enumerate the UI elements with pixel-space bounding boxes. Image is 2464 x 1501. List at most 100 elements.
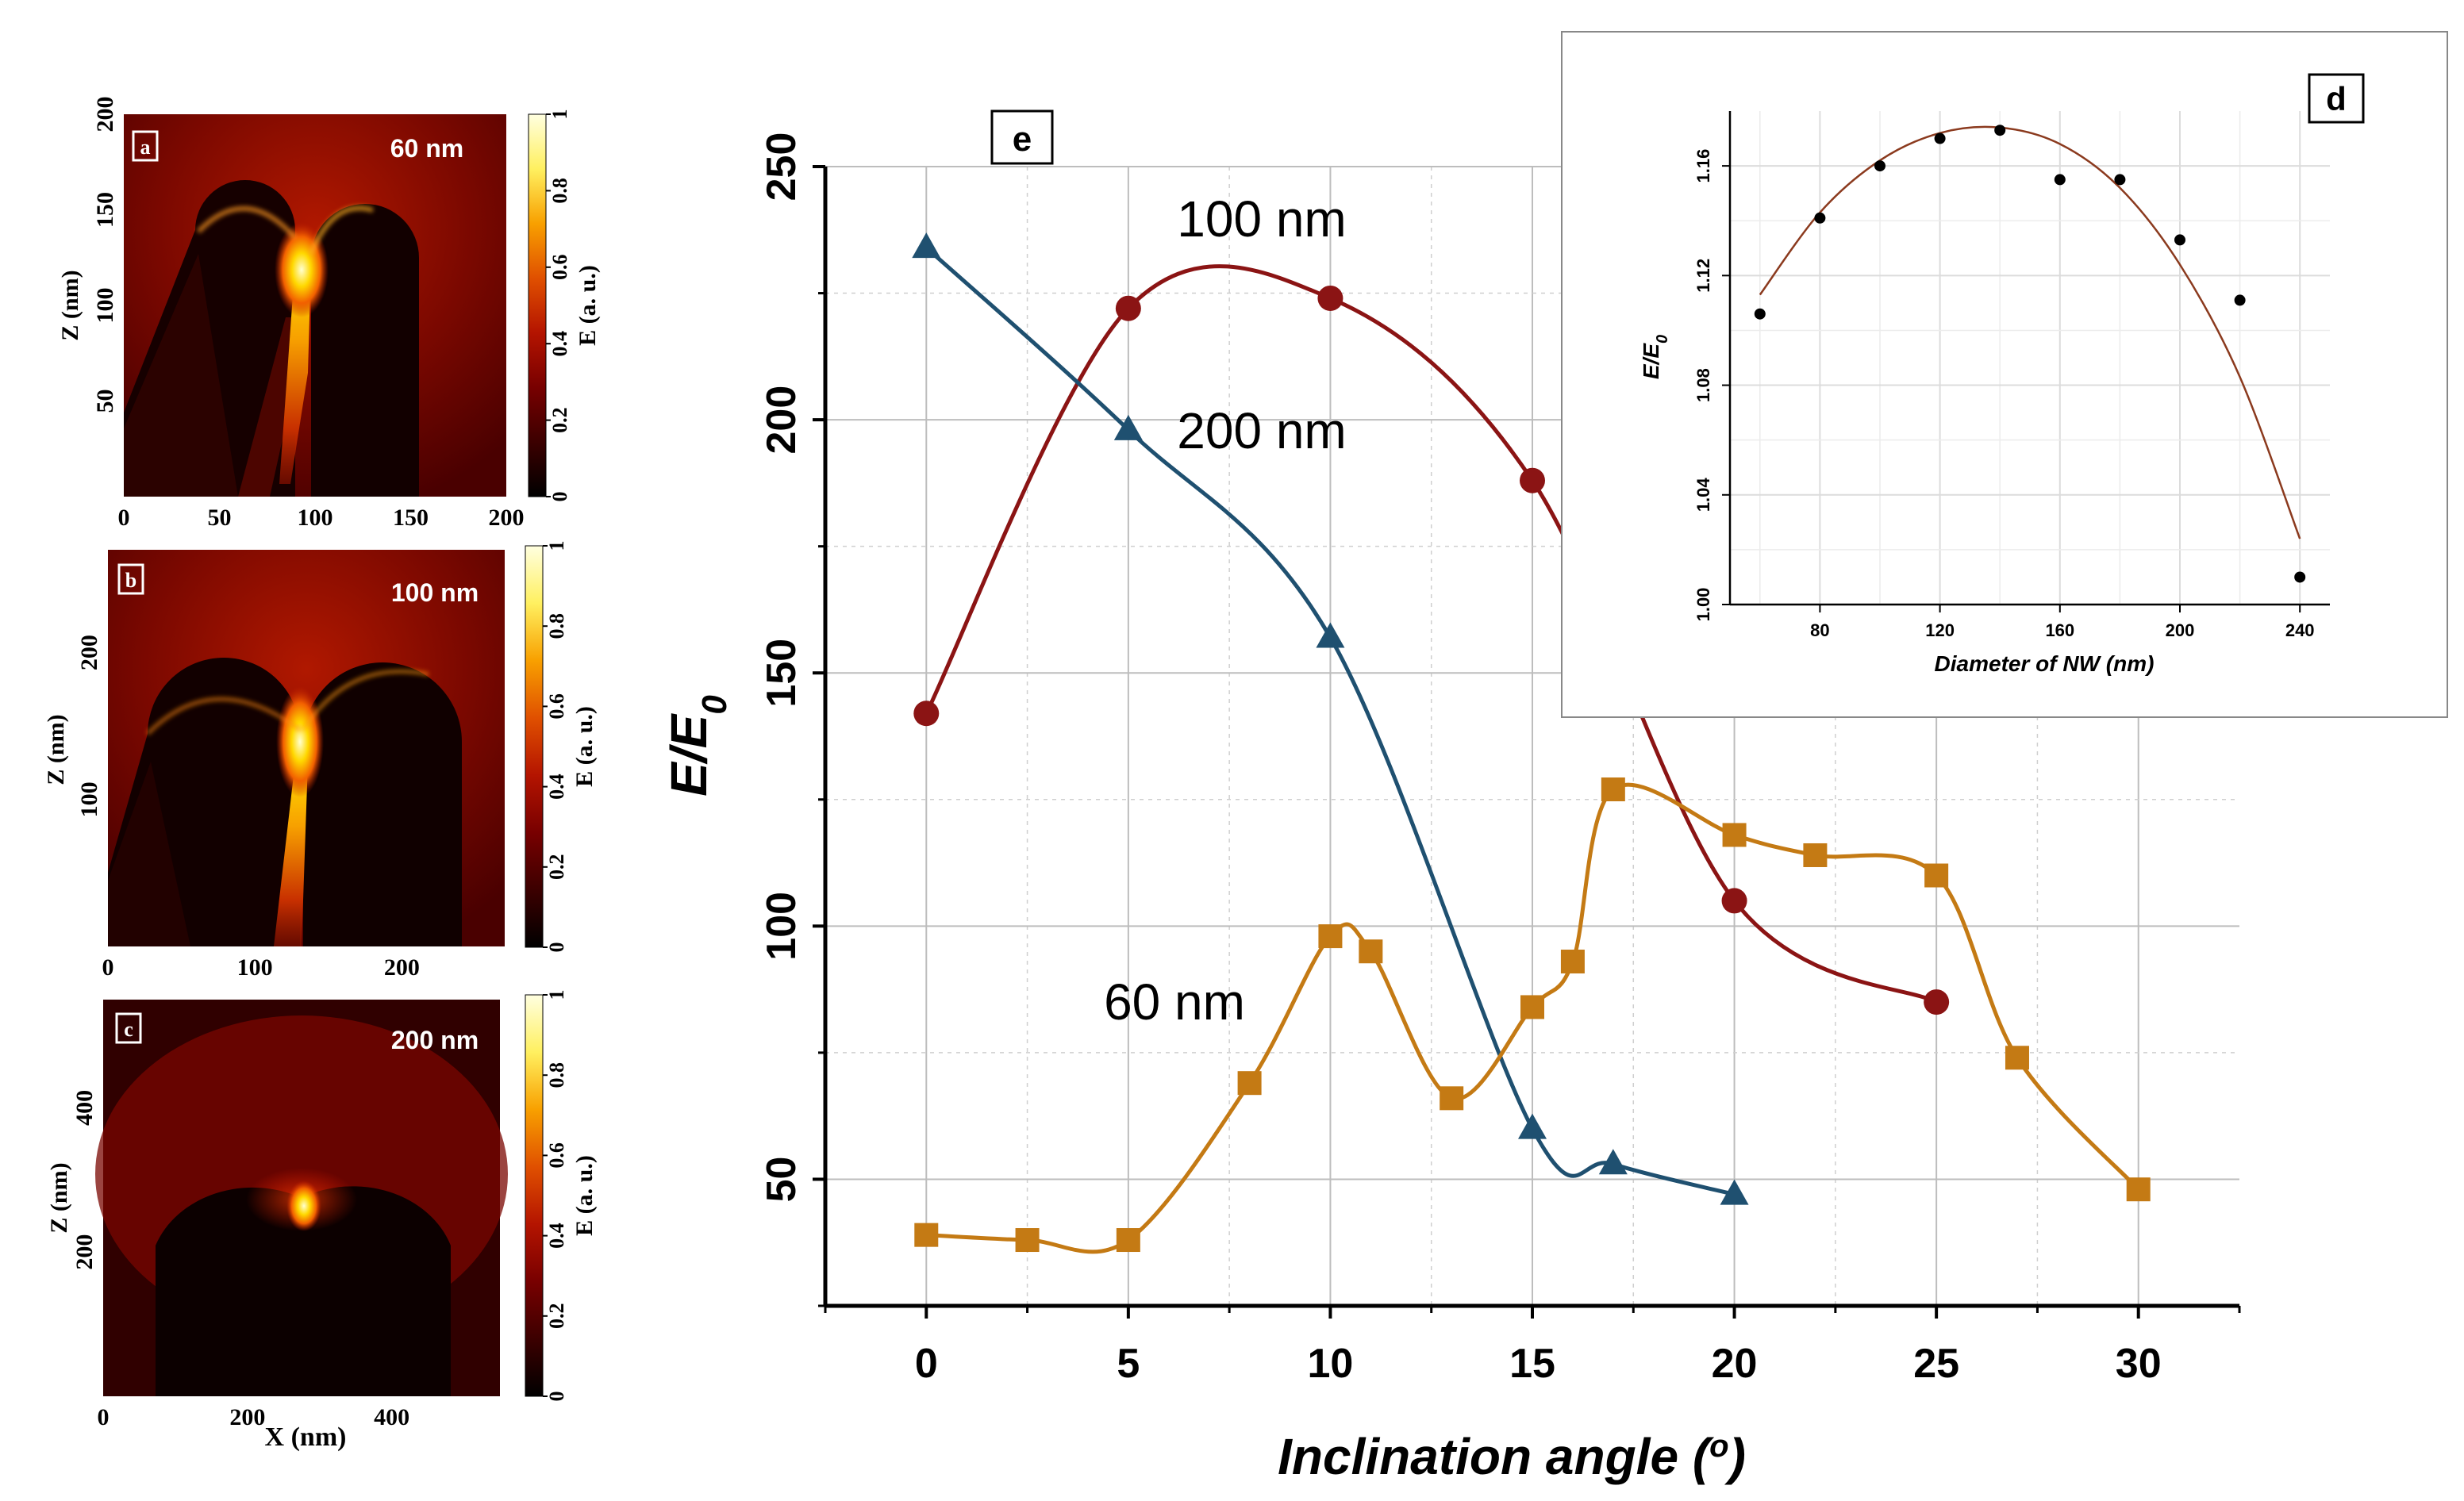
y-tick-label: 200 [759,386,805,455]
y-tick-label: 1.16 [1693,149,1713,183]
data-point [1113,414,1143,440]
data-point [1722,823,1747,847]
data-point [2174,234,2185,246]
data-point [1720,1179,1749,1205]
x-tick-label: 200 [384,954,420,981]
series-group [912,232,2151,1254]
data-point [1015,1228,1040,1253]
data-point [1237,1071,1262,1096]
colorbar-tick-label: 0 [545,1392,568,1402]
x-tick-labels: 0 50 100 150 200 [118,505,525,531]
panel-label-box [117,563,144,595]
x-tick-label: 10 [1308,1341,1354,1387]
data-point [1316,622,1345,648]
y-tick-label: 1.04 [1693,478,1713,512]
colorbar-tick-label: 0.6 [548,255,571,281]
z-tick-label: 200 [92,97,118,132]
data-point [1994,125,2006,136]
data-point [1934,132,1946,144]
y-tick-label: 1.12 [1693,259,1713,293]
x-tick-label: 240 [2285,620,2315,640]
colorbar-tick-label: 1 [548,109,571,120]
series-60nm [914,777,2151,1254]
z-tick-label: 200 [71,1234,98,1270]
colorbar-tick-label: 0.4 [545,1223,568,1249]
x-tick-label: 0 [102,954,114,981]
axes [1728,111,2330,606]
y-tick-label: 1.00 [1693,588,1713,622]
panel-label: a [140,136,151,159]
colorbar-tick-label: 0.8 [545,613,568,639]
data-point [1601,777,1625,802]
x-tick-label: 400 [374,1404,409,1430]
x-tick-label: 200 [229,1404,265,1430]
colorbar-gradient [525,994,544,1397]
panel-label: d [2326,80,2347,117]
diameter-inset-chart: 80 120 160 200 240 1.00 1.04 1.08 1.12 1.16 Diame… [1561,31,2448,718]
x-tick-label: 5 [1117,1341,1140,1387]
x-tick-label: 100 [237,954,273,981]
data-point [2005,1046,2029,1070]
y-axis-label: E/E0 [660,695,734,797]
panel-label-box [132,130,159,162]
data-point [1803,843,1828,867]
data-point [1520,467,1545,493]
z-tick-label: 400 [71,1090,98,1126]
z-tick-labels: 100 200 [76,635,102,817]
panel-label: c [124,1018,133,1041]
data-point [1874,160,1885,172]
y-tick-label: 250 [759,132,805,202]
x-tick-label: 200 [489,505,525,531]
z-tick-label: 50 [92,390,118,413]
inclination-angle-chart: 0 5 10 15 20 25 30 50 100 150 200 250 Inclination a… [660,109,2241,1485]
y-tick-label: 100 [759,892,805,961]
y-tick-label: 150 [759,639,805,708]
colorbar-tick-label: 0.6 [545,1142,568,1169]
z-tick-label: 100 [92,288,118,324]
colorbar-tick-label: 0 [548,492,571,502]
tick-labels: 0 5 10 15 20 25 30 50 100 150 200 250 [759,132,2241,1387]
y-axis-label: E/E0 [1639,335,1671,379]
x-tick-labels: 0 100 200 [102,954,420,981]
data-point [1754,308,1766,320]
data-point [1924,863,1949,888]
colorbar-tick-label: 0.8 [545,1062,568,1088]
data-point [913,701,940,727]
x-tick-label: 0 [915,1341,938,1387]
colorbar-gradient [525,545,544,948]
data-point [1814,212,1826,224]
z-axis-label: Z (nm) [46,1162,72,1233]
colorbar-tick-label: 0.4 [548,331,571,357]
series-label-100nm: 100 nm [1177,190,1346,248]
colorbar: 0 0.2 0.4 0.6 0.8 1 E (a. u.) [525,990,598,1402]
data-point [1721,888,1747,914]
data-point [2234,294,2246,306]
z-tick-label: 100 [76,781,102,817]
colorbar-tick-label: 0.2 [548,407,571,433]
data-point [1116,1228,1140,1253]
data-point [2294,571,2306,583]
series-100nm [913,264,1950,1015]
field-map-image [95,1000,508,1396]
colorbar-label: E (a. u.) [575,265,601,346]
data-point [1924,989,1950,1015]
panel-label-box [115,1012,142,1044]
x-tick-label: 20 [1712,1341,1758,1387]
data-point [2126,1177,2151,1202]
data-point [1318,924,1343,949]
series-label-60nm: 60 nm [1104,973,1245,1031]
panel-label-box [990,109,1054,165]
series-200nm [912,232,1749,1205]
series-label-200nm: 200 nm [1177,402,1346,459]
panel-label: b [125,569,136,592]
x-axis-label: Diameter of NW (nm) [1935,651,2155,676]
z-axis-label: Z (nm) [57,270,83,340]
colorbar: 0 0.2 0.4 0.6 0.8 1 E (a. u.) [528,109,601,502]
x-tick-label: 0 [98,1404,110,1430]
data-point [1317,285,1343,311]
fit-curve [1759,125,2301,539]
field-map-panel-b: b 100 nm 0 100 200 100 200 Z (nm) 0 0.2 0.4 0.… [43,541,598,981]
gridlines [825,166,2239,1306]
